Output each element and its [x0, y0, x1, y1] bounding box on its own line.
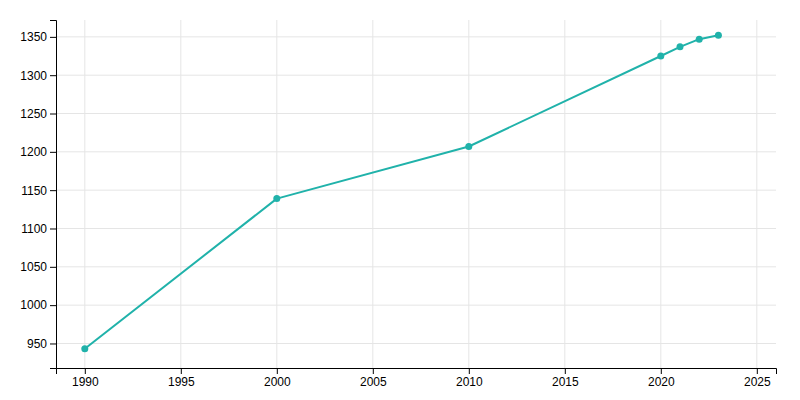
- y-tick: 950: [27, 337, 56, 351]
- y-tick-label: 1000: [20, 298, 47, 312]
- y-axis: 950 1000 1050 1100 1150 1200 1250 1300 1350: [20, 21, 56, 369]
- y-tick: 1300: [20, 69, 56, 83]
- x-tick-label: 2025: [744, 375, 771, 389]
- grid-line-x: [372, 20, 373, 368]
- y-tick-mark: [50, 152, 56, 153]
- grid-line-y: [56, 266, 776, 267]
- y-tick-mark: [50, 343, 56, 344]
- grid-line-x: [468, 20, 469, 368]
- x-tick-mark: [565, 368, 566, 374]
- x-tick: 2010: [456, 368, 483, 389]
- grid-line-x: [276, 20, 277, 368]
- x-tick: 2005: [360, 368, 387, 389]
- x-tick: 1995: [168, 368, 195, 389]
- y-tick-label: 1100: [21, 222, 47, 236]
- x-tick-label: 1995: [168, 375, 195, 389]
- grid-line-x: [756, 20, 757, 368]
- chart: 1990 1995 2000 2005 2010 2015 2020 2025 950 1000 1…: [0, 0, 800, 400]
- y-tick: 1000: [20, 298, 56, 312]
- grid-line-x: [564, 20, 565, 368]
- y-tick-label: 1200: [20, 145, 47, 159]
- x-tick-mark: [181, 368, 182, 374]
- y-tick-label: 950: [27, 337, 47, 351]
- grid-line-x: [84, 20, 85, 368]
- x-tick: 2020: [648, 368, 675, 389]
- x-tick: 1990: [72, 368, 99, 389]
- y-tick-label: 1250: [20, 107, 47, 121]
- grid-line-x: [660, 20, 661, 368]
- y-tick: 1100: [21, 222, 56, 236]
- grid-line-y: [56, 75, 776, 76]
- grid-line-y: [56, 343, 776, 344]
- grid-line-y: [56, 151, 776, 152]
- y-tick-mark: [50, 190, 56, 191]
- y-tick-label: 1300: [20, 69, 47, 83]
- x-tick-label: 2005: [360, 375, 387, 389]
- y-tick: 1050: [20, 260, 56, 274]
- y-tick-mark: [50, 37, 56, 38]
- x-tick-mark: [661, 368, 662, 374]
- point: [273, 195, 280, 202]
- plot: 1990 1995 2000 2005 2010 2015 2020 2025 950 1000 1…: [20, 20, 776, 389]
- x-tick-mark: [757, 368, 758, 374]
- point: [677, 43, 684, 50]
- x-tick-label: 2010: [456, 375, 483, 389]
- y-tick: 1200: [20, 145, 56, 159]
- point: [465, 143, 472, 150]
- grid-line-y: [56, 305, 776, 306]
- marks: [81, 32, 722, 353]
- grid-line-y: [56, 36, 776, 37]
- x-tick-mark: [85, 368, 86, 374]
- y-tick-mark: [50, 75, 56, 76]
- x-tick-label: 1990: [72, 375, 99, 389]
- grid-line-y: [56, 228, 776, 229]
- point: [81, 345, 88, 352]
- y-tick-mark: [50, 305, 56, 306]
- line: [85, 35, 719, 349]
- x-tick-mark: [277, 368, 278, 374]
- x-tick: 2015: [552, 368, 579, 389]
- y-tick: 1250: [20, 107, 56, 121]
- y-tick-mark: [50, 228, 56, 229]
- x-axis: 1990 1995 2000 2005 2010 2015 2020 2025: [57, 368, 777, 389]
- x-tick: 2025: [744, 368, 771, 389]
- y-tick: 1150: [21, 184, 56, 198]
- y-tick-label: 1150: [21, 184, 47, 198]
- x-tick-label: 2020: [648, 375, 675, 389]
- x-tick-label: 2000: [264, 375, 291, 389]
- point: [657, 53, 664, 60]
- point: [696, 36, 703, 43]
- x-tick: 2000: [264, 368, 291, 389]
- y-tick-mark: [50, 267, 56, 268]
- grid-line-y: [56, 113, 776, 114]
- y-axis-line: [50, 21, 57, 369]
- point: [715, 32, 722, 39]
- x-tick-label: 2015: [552, 375, 579, 389]
- grid-line-x: [180, 20, 181, 368]
- y-tick-label: 1350: [20, 30, 47, 44]
- y-tick-mark: [50, 114, 56, 115]
- grid: [56, 20, 776, 368]
- x-tick-mark: [469, 368, 470, 374]
- y-tick-label: 1050: [20, 260, 47, 274]
- y-tick: 1350: [20, 30, 56, 44]
- grid-line-y: [56, 190, 776, 191]
- x-axis-line: [57, 369, 777, 375]
- x-tick-mark: [373, 368, 374, 374]
